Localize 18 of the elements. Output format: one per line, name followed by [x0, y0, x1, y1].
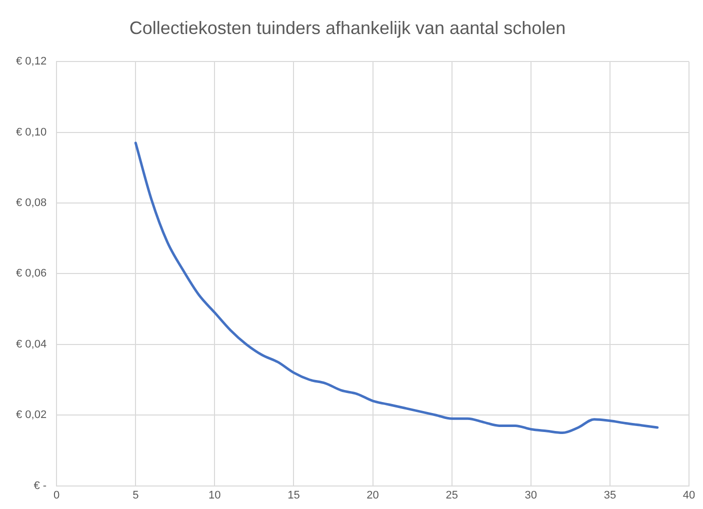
- y-tick-label: € -: [34, 480, 47, 492]
- y-tick-label: € 0,08: [16, 197, 47, 210]
- x-tick-label: 25: [446, 489, 458, 502]
- chart-title: Collectiekosten tuinders afhankelijk van aantal scholen: [129, 18, 566, 38]
- y-tick-label: € 0,06: [16, 268, 47, 280]
- line-series: [134, 142, 659, 434]
- x-tick-label: 20: [366, 489, 379, 502]
- x-tick-label: 0: [54, 489, 60, 502]
- x-tick-label: 15: [288, 489, 300, 502]
- y-tick-label: € 0,02: [16, 409, 47, 422]
- y-tick-label: € 0,04: [16, 338, 47, 350]
- y-tick-label: € 0,10: [16, 126, 47, 138]
- y-tick-label: € 0,12: [16, 56, 47, 68]
- x-tick-label: 30: [524, 489, 538, 502]
- x-tick-label: 35: [604, 489, 616, 502]
- x-tick-label: 10: [208, 489, 221, 502]
- x-tick-label: 5: [132, 489, 139, 502]
- x-tick-label: 40: [682, 489, 696, 502]
